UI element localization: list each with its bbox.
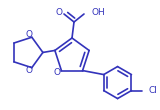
Text: Cl: Cl xyxy=(148,86,157,95)
Text: O: O xyxy=(25,30,32,39)
Text: O: O xyxy=(54,68,61,77)
Text: O: O xyxy=(56,7,63,16)
Text: OH: OH xyxy=(91,7,105,16)
Text: O: O xyxy=(25,66,32,75)
